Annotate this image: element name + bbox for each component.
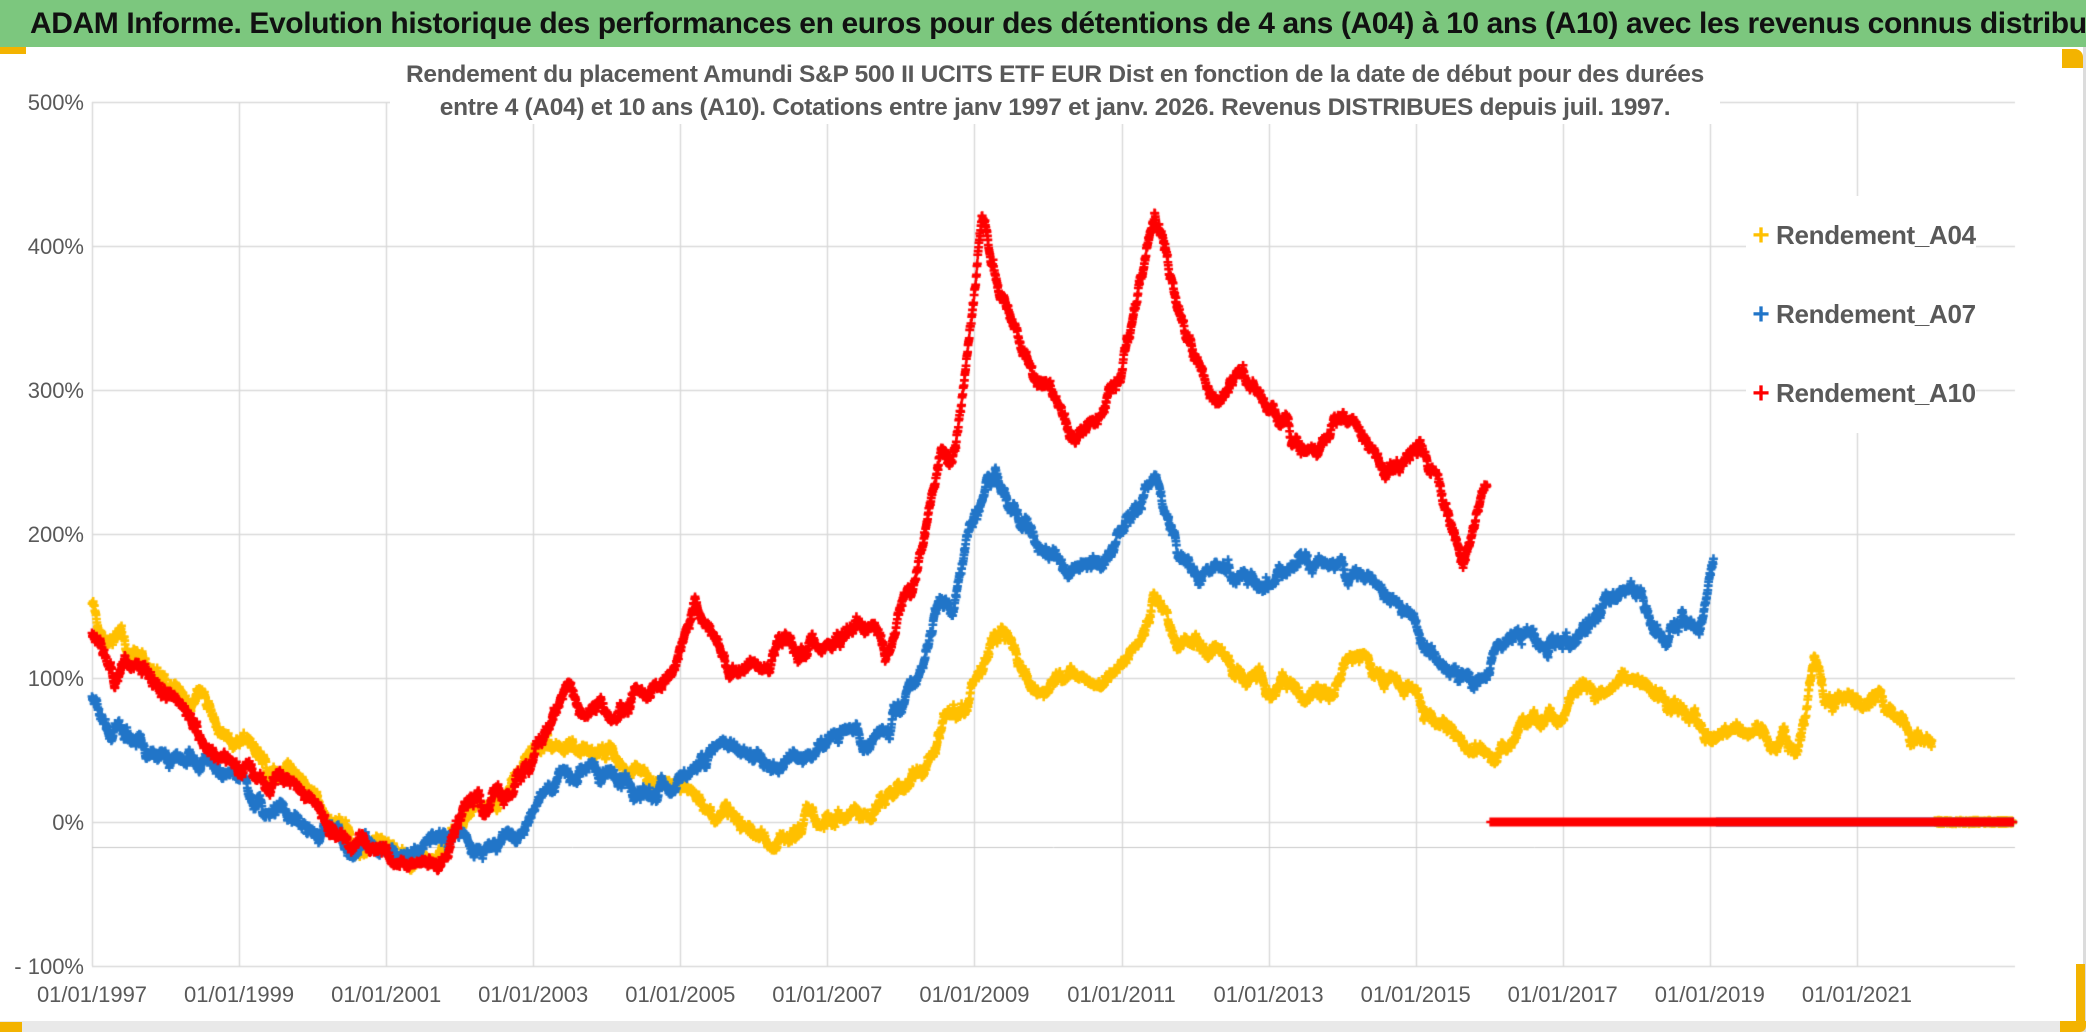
chart-legend: + Rendement_A04 + Rendement_A07 + Rendement_A… bbox=[1746, 196, 1976, 433]
frame-accent-top-right bbox=[2062, 49, 2083, 68]
legend-label: Rendement_A07 bbox=[1776, 299, 1976, 329]
legend-label: Rendement_A04 bbox=[1776, 220, 1976, 250]
window-right-edge bbox=[2083, 47, 2086, 1032]
legend-label: Rendement_A10 bbox=[1776, 378, 1976, 408]
frame-accent-bottom-right bbox=[2060, 1021, 2086, 1032]
plus-marker-icon: + bbox=[1752, 218, 1770, 252]
plus-marker-icon: + bbox=[1752, 297, 1770, 331]
frame-accent-right bbox=[2076, 964, 2085, 1022]
bottom-strip bbox=[0, 1021, 2086, 1032]
plus-marker-icon: + bbox=[1752, 376, 1770, 410]
frame-accent-top-left bbox=[0, 47, 26, 54]
legend-item-rendement_a07[interactable]: + Rendement_A07 bbox=[1746, 275, 1976, 354]
frame-accent-bottom-left bbox=[0, 1022, 22, 1032]
legend-item-rendement_a04[interactable]: + Rendement_A04 bbox=[1746, 196, 1976, 275]
legend-item-rendement_a10[interactable]: + Rendement_A10 bbox=[1746, 354, 1976, 433]
